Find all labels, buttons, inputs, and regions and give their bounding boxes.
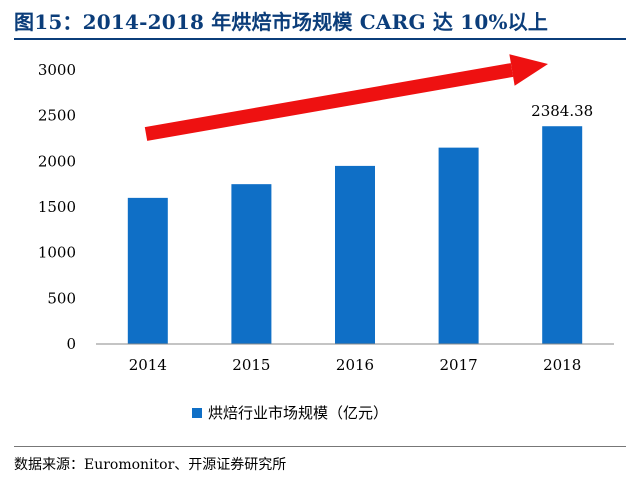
bar-2018 xyxy=(542,126,583,344)
data-labels: 2384.38 xyxy=(531,102,593,120)
x-tick-label-2014: 2014 xyxy=(129,356,167,374)
y-tick-label-2500: 2500 xyxy=(38,107,76,125)
y-tick-label-2000: 2000 xyxy=(38,152,76,170)
y-tick-label-500: 500 xyxy=(47,289,76,307)
x-tick-label-2015: 2015 xyxy=(232,356,270,374)
y-tick-label-0: 0 xyxy=(66,335,76,353)
bar-2017 xyxy=(438,147,479,344)
x-axis: 2014 2015 2016 2017 2018 xyxy=(96,343,614,374)
y-axis-tick-labels: 0 500 1000 1500 2000 2500 3000 xyxy=(38,61,76,353)
source-note: 数据来源：Euromonitor、开源证券研究所 xyxy=(14,457,287,473)
legend: 烘焙行业市场规模（亿元） xyxy=(192,402,388,423)
y-tick-label-1500: 1500 xyxy=(38,198,76,216)
y-tick-label-1000: 1000 xyxy=(38,244,76,262)
x-tick-label-2018: 2018 xyxy=(543,356,581,374)
data-label-2018: 2384.38 xyxy=(531,102,593,120)
bar-2014 xyxy=(127,197,168,344)
source-divider xyxy=(14,446,626,447)
x-tick-label-2016: 2016 xyxy=(336,356,374,374)
legend-swatch xyxy=(192,407,202,418)
trend-arrow xyxy=(144,54,548,141)
figure-title: 图15：2014-2018 年烘焙市场规模 CARG 达 10%以上 xyxy=(14,10,549,34)
bars xyxy=(127,126,583,344)
bar-2016 xyxy=(335,165,375,344)
bar-2015 xyxy=(231,184,272,344)
trend-arrow-head xyxy=(509,54,548,86)
x-tick-label-2017: 2017 xyxy=(440,356,478,374)
y-tick-label-3000: 3000 xyxy=(38,61,76,79)
legend-label: 烘焙行业市场规模（亿元） xyxy=(208,404,389,422)
trend-arrow-shaft xyxy=(144,63,514,141)
title-divider xyxy=(14,38,626,40)
